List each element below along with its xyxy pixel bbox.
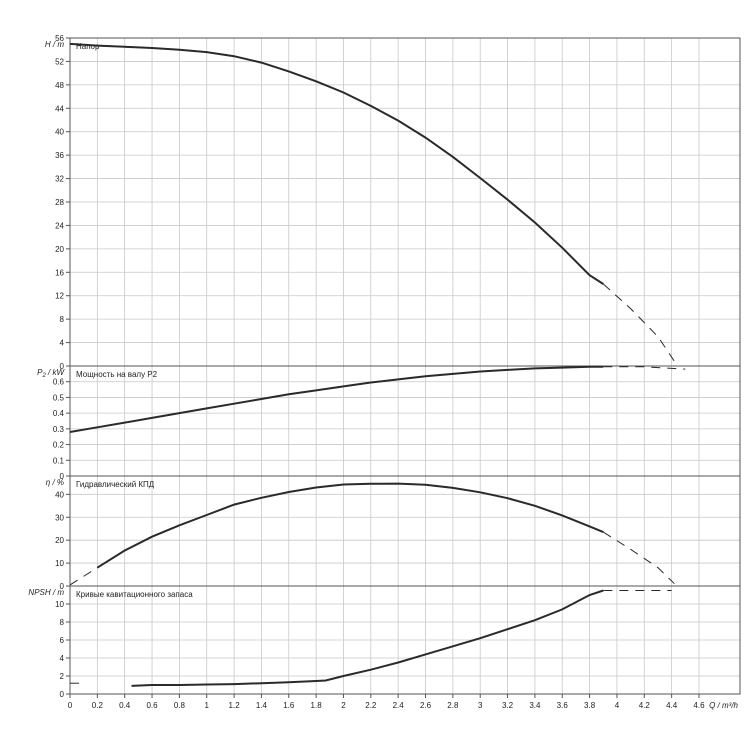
panel-title: Мощность на валу P2 xyxy=(76,370,158,379)
y-tick-label: 0 xyxy=(60,472,65,481)
y-tick-label: 6 xyxy=(60,636,65,645)
panel-title: Кривые кавитационного запаса xyxy=(76,590,193,599)
y-tick-label: 44 xyxy=(55,104,64,113)
y-axis-label: η / % xyxy=(46,478,64,487)
y-axis-symbol: η xyxy=(46,478,51,487)
y-tick-label: 56 xyxy=(55,34,64,43)
x-tick-label: 2.4 xyxy=(393,701,405,710)
y-axis-symbol: NPSH xyxy=(28,588,50,597)
x-tick-label: 1 xyxy=(205,701,210,710)
y-tick-label: 36 xyxy=(55,151,64,160)
x-axis: 0 0.2 0.4 0.6 0.8 1 1.2 1.4 1.6 1.8 2 2.2 2.4 2.6 2.8 3… xyxy=(68,694,739,710)
series-line-dashed xyxy=(602,283,675,362)
y-axis-unit: / % xyxy=(50,478,64,487)
y-tick-label: 32 xyxy=(55,175,64,184)
y-tick-label: 0 xyxy=(60,362,65,371)
y-tick-label: 0.3 xyxy=(53,425,65,434)
x-tick-label: 1.4 xyxy=(256,701,268,710)
y-tick-label: 10 xyxy=(55,559,64,568)
x-tick-label: 3 xyxy=(478,701,483,710)
panel-title: Напор xyxy=(76,42,100,51)
x-tick-label: 3.8 xyxy=(584,701,596,710)
y-tick-label: 8 xyxy=(60,618,65,627)
y-tick-label: 0.4 xyxy=(53,409,65,418)
panel-eff: 0 10 20 30 40 η / % Гидравлический КПД xyxy=(46,475,741,591)
series-line-solid xyxy=(69,42,604,285)
x-tick-label: 2.8 xyxy=(447,701,459,710)
panel-npsh: 0 2 4 6 8 10 NPSH / m Кривые кавитационного зап… xyxy=(28,585,741,699)
series-line-dashed xyxy=(603,366,686,370)
x-tick-label: 0.4 xyxy=(119,701,131,710)
x-tick-label: 1.2 xyxy=(229,701,241,710)
y-tick-label: 30 xyxy=(55,513,64,522)
x-axis-label: Q / m³/h xyxy=(709,701,738,710)
y-tick-label: 48 xyxy=(55,81,64,90)
y-tick-label: 16 xyxy=(55,268,64,277)
y-axis-label: NPSH / m xyxy=(28,588,64,597)
panel-power: 00.10.20.30.40.50.6P2 / kW Мощность на ва… xyxy=(37,365,741,481)
y-axis-unit: / m xyxy=(51,40,65,49)
y-tick-label: 20 xyxy=(55,536,64,545)
panel-frame xyxy=(69,585,741,695)
x-tick-label: 1.8 xyxy=(311,701,323,710)
x-tick-label: 2 xyxy=(341,701,346,710)
y-tick-label: 10 xyxy=(55,600,64,609)
x-tick-label: 4 xyxy=(615,701,620,710)
y-tick-label: 4 xyxy=(60,654,65,663)
x-tick-label: 4.4 xyxy=(666,701,678,710)
x-tick-label: 2.2 xyxy=(365,701,377,710)
x-tick-label: 2.6 xyxy=(420,701,432,710)
x-tick-label: 0 xyxy=(68,701,73,710)
series-line-solid xyxy=(69,365,604,433)
y-axis-unit: / m xyxy=(51,588,65,597)
x-tick-label: 1.6 xyxy=(283,701,295,710)
x-tick-label: 4.2 xyxy=(639,701,651,710)
y-tick-label: 8 xyxy=(60,315,65,324)
y-tick-label: 52 xyxy=(55,57,64,66)
series-line-solid xyxy=(96,482,604,569)
panel-frame xyxy=(69,475,741,587)
y-axis-symbol: P xyxy=(37,368,43,377)
y-tick-label: 12 xyxy=(55,292,64,301)
panel-frame xyxy=(69,365,741,477)
series-line-dashed xyxy=(603,531,675,585)
x-tick-label: 3.2 xyxy=(502,701,514,710)
x-tick-label: 0.2 xyxy=(92,701,104,710)
y-axis-label: H / m xyxy=(45,40,64,49)
y-tick-label: 4 xyxy=(60,339,65,348)
y-tick-label: 0.2 xyxy=(53,441,65,450)
series-line-solid xyxy=(131,589,604,687)
y-axis-subscript: 2 xyxy=(41,373,46,379)
y-tick-label: 0.1 xyxy=(53,456,65,465)
y-tick-label: 20 xyxy=(55,245,64,254)
y-tick-label: 24 xyxy=(55,221,64,230)
y-tick-label: 28 xyxy=(55,198,64,207)
x-tick-label: 3.6 xyxy=(557,701,569,710)
y-tick-label: 2 xyxy=(60,672,65,681)
series-line-dashed xyxy=(69,567,98,586)
y-axis-unit: / kW xyxy=(46,368,66,377)
y-tick-label: 0 xyxy=(60,582,65,591)
y-tick-label: 40 xyxy=(55,490,64,499)
y-tick-label: 0.5 xyxy=(53,393,65,402)
y-axis-label: P2 / kW xyxy=(37,368,65,379)
y-tick-label: 0 xyxy=(60,690,65,699)
x-tick-label: 0.8 xyxy=(174,701,186,710)
x-tick-label: 4.6 xyxy=(693,701,705,710)
y-axis-symbol: H xyxy=(45,40,51,49)
x-tick-label: 0.6 xyxy=(146,701,158,710)
panel-title: Гидравлический КПД xyxy=(76,480,155,489)
y-tick-label: 0.6 xyxy=(53,378,65,387)
x-tick-label: 3.4 xyxy=(529,701,541,710)
y-tick-label: 40 xyxy=(55,128,64,137)
